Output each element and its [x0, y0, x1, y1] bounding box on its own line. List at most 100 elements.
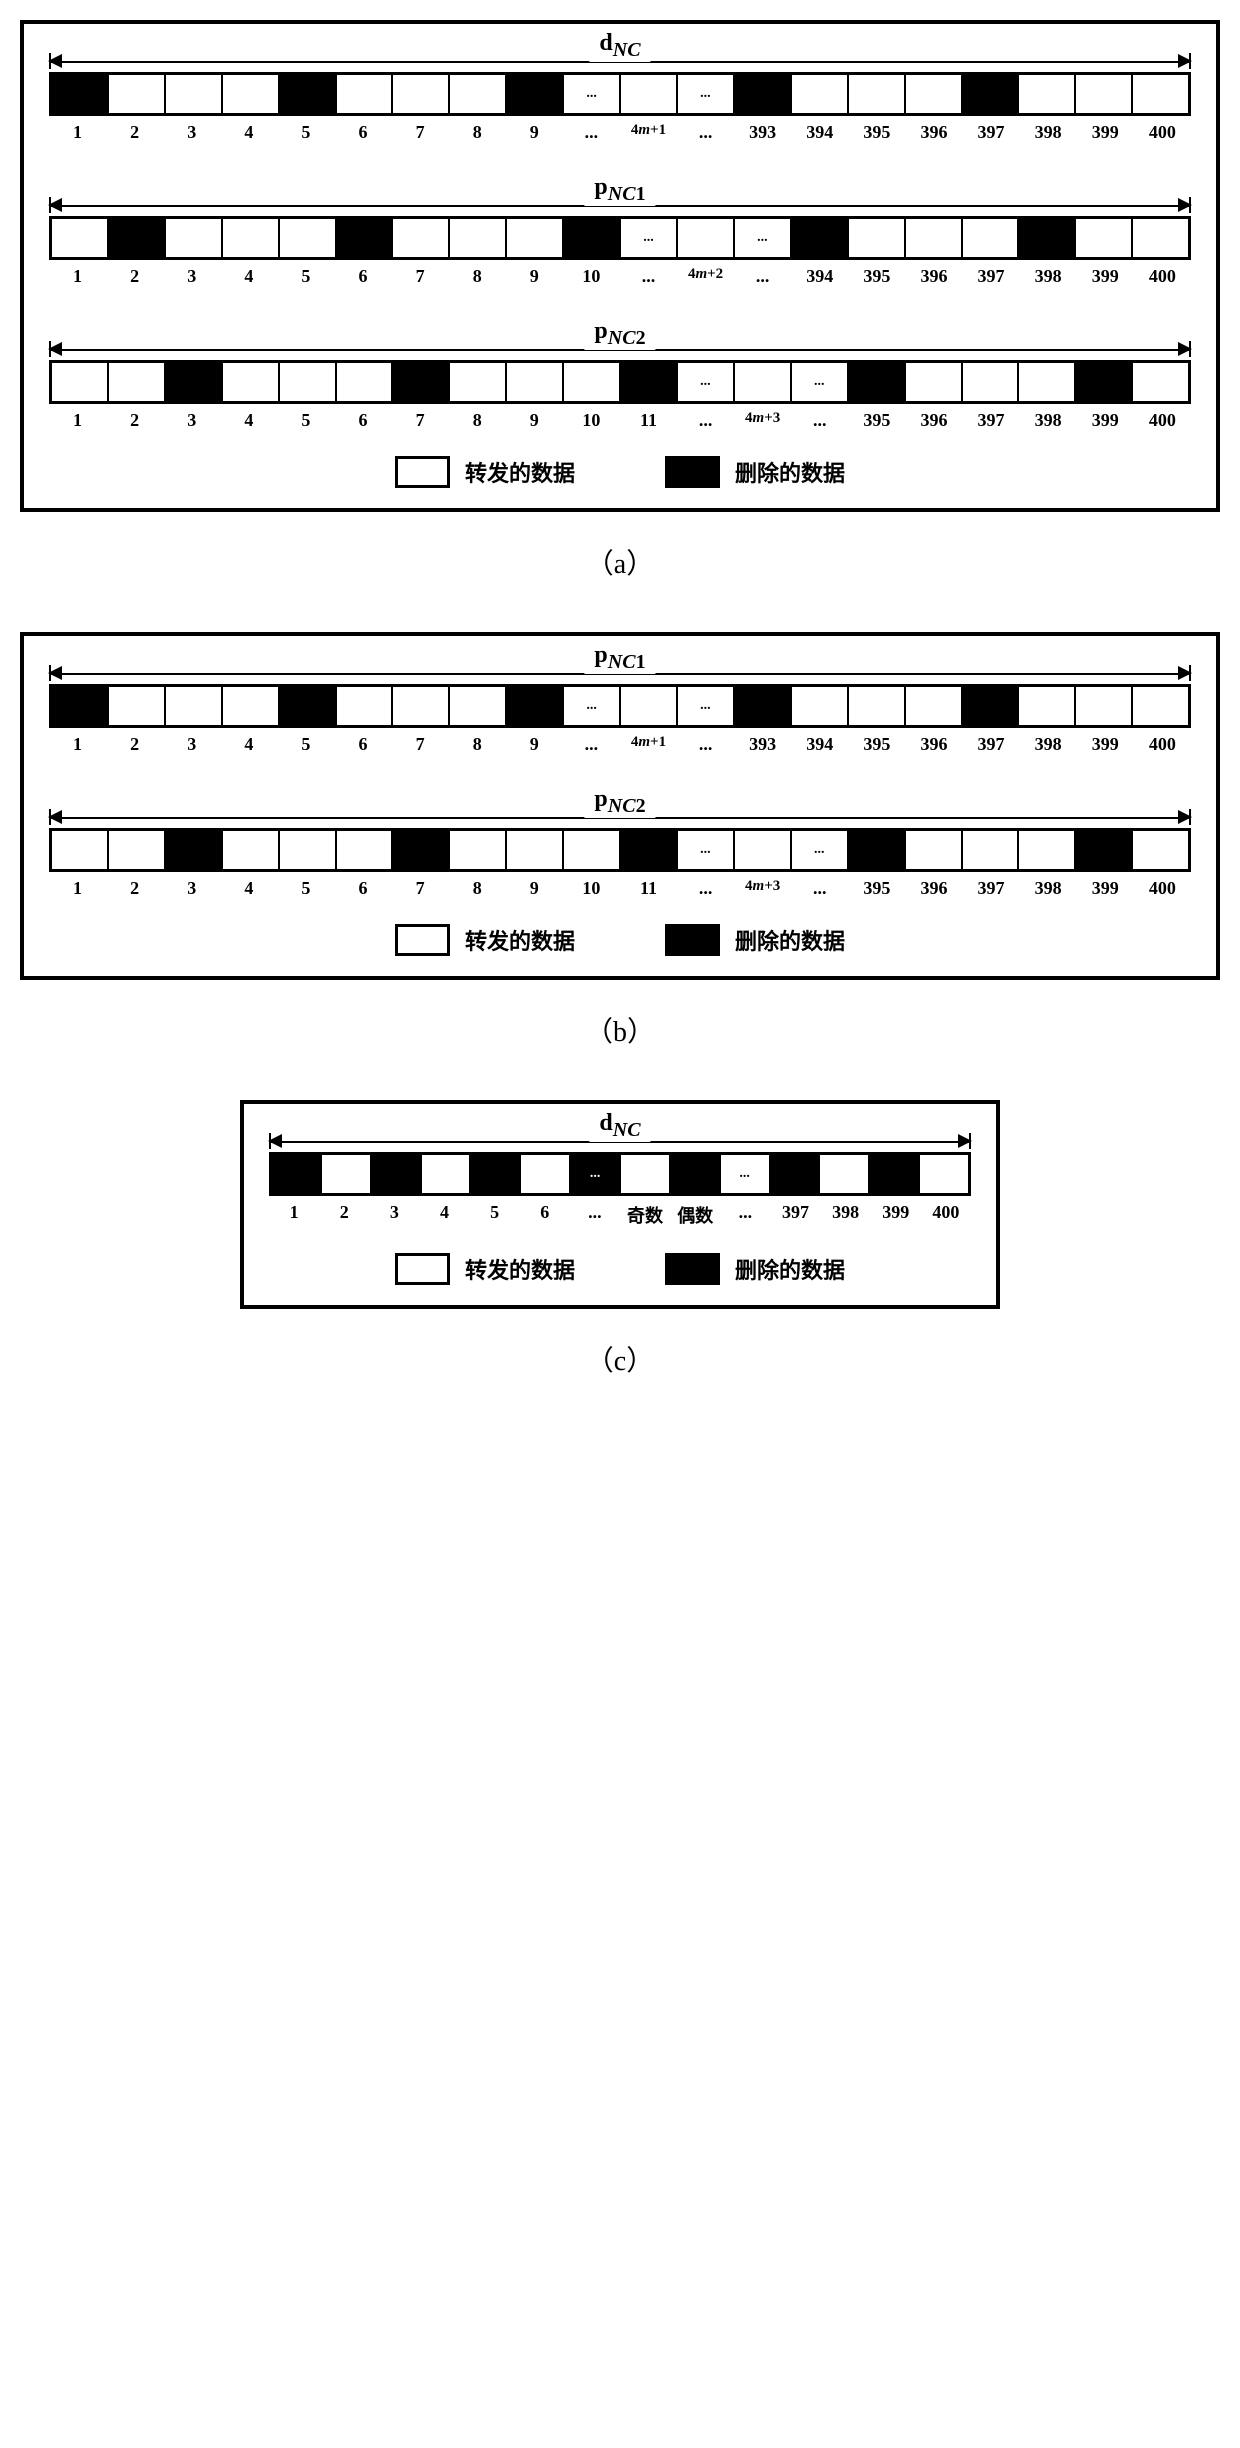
index-label: 3 [163, 122, 220, 143]
index-label: 偶数 [670, 1202, 720, 1228]
index-label: 393 [734, 734, 791, 755]
index-labels: 1234567891011...4m+3...39539639739839940… [49, 878, 1191, 899]
cell-forwarded [223, 831, 280, 869]
cell-deleted [621, 363, 678, 401]
cell-deleted [507, 687, 564, 725]
cell-deleted [372, 1155, 422, 1193]
index-label: 396 [905, 410, 962, 431]
cell-forwarded: ... [792, 363, 849, 401]
index-label: 399 [871, 1202, 921, 1228]
index-label: 398 [1020, 734, 1077, 755]
index-label: 399 [1077, 266, 1134, 287]
index-label: 394 [791, 734, 848, 755]
legend-white: 转发的数据 [395, 456, 575, 488]
legend-white-label: 转发的数据 [465, 456, 575, 488]
index-label: 9 [506, 122, 563, 143]
strip-block: pNC1......12345678910...4m+2...394395396… [49, 198, 1191, 287]
index-labels: 1234567891011...4m+3...39539639739839940… [49, 410, 1191, 431]
cell-deleted [792, 219, 849, 257]
index-label: 6 [334, 122, 391, 143]
index-label: 8 [449, 266, 506, 287]
cell-deleted [272, 1155, 322, 1193]
cell-forwarded [906, 219, 963, 257]
cell-deleted [621, 831, 678, 869]
index-label: 395 [848, 266, 905, 287]
index-label: 397 [963, 878, 1020, 899]
legend-white-label-c: 转发的数据 [465, 1253, 575, 1285]
cell-forwarded [735, 831, 792, 869]
cell-forwarded [223, 75, 280, 113]
index-label: 10 [563, 410, 620, 431]
index-label: 7 [392, 878, 449, 899]
index-label: 4 [220, 734, 277, 755]
cell-forwarded [1076, 75, 1133, 113]
cell-forwarded [521, 1155, 571, 1193]
index-label: 399 [1077, 122, 1134, 143]
index-label: 3 [163, 878, 220, 899]
legend-box-white-c [395, 1253, 450, 1285]
cell-forwarded [564, 363, 621, 401]
index-label: 395 [848, 734, 905, 755]
index-label: 6 [334, 410, 391, 431]
index-label: 9 [506, 410, 563, 431]
cell-forwarded [337, 687, 394, 725]
index-label: 398 [1020, 122, 1077, 143]
cell-forwarded [621, 1155, 671, 1193]
cell-deleted [166, 831, 223, 869]
index-label: 397 [963, 266, 1020, 287]
index-label: ... [563, 122, 620, 143]
cell-deleted [735, 75, 792, 113]
index-labels: 123456789...4m+1...393394395396397398399… [49, 734, 1191, 755]
cell-forwarded [109, 75, 166, 113]
index-labels: 123456789...4m+1...393394395396397398399… [49, 122, 1191, 143]
cell-deleted [735, 687, 792, 725]
index-label: ... [791, 410, 848, 431]
index-label: 398 [1020, 266, 1077, 287]
cell-forwarded [450, 75, 507, 113]
index-label: 2 [319, 1202, 369, 1228]
strip-title: pNC2 [584, 318, 655, 350]
index-label: 1 [49, 734, 106, 755]
index-label: 396 [905, 266, 962, 287]
index-label: 399 [1077, 878, 1134, 899]
cell-forwarded [792, 687, 849, 725]
cell-forwarded [906, 75, 963, 113]
cell-forwarded [450, 687, 507, 725]
cell-forwarded [906, 687, 963, 725]
index-label: 10 [563, 878, 620, 899]
cell-forwarded [849, 687, 906, 725]
index-label: 11 [620, 410, 677, 431]
cell-forwarded: ... [678, 687, 735, 725]
index-label: 397 [963, 410, 1020, 431]
index-label: 396 [905, 734, 962, 755]
cell-forwarded: ... [678, 831, 735, 869]
index-label: 9 [506, 878, 563, 899]
index-label: 398 [1020, 410, 1077, 431]
cell-forwarded [963, 831, 1020, 869]
legend-a: 转发的数据 删除的数据 [49, 456, 1191, 488]
strip-title: pNC1 [584, 174, 655, 206]
index-label: 6 [334, 734, 391, 755]
index-label: 395 [848, 878, 905, 899]
index-label: 394 [791, 122, 848, 143]
index-label: 9 [506, 266, 563, 287]
index-label: 2 [106, 410, 163, 431]
cell-forwarded [507, 831, 564, 869]
index-label: 6 [334, 878, 391, 899]
index-label: ... [620, 266, 677, 287]
index-label: 400 [1134, 266, 1191, 287]
index-label: 4m+2 [677, 266, 734, 287]
cell-forwarded [1019, 687, 1076, 725]
index-label: 400 [921, 1202, 971, 1228]
index-label: 6 [334, 266, 391, 287]
legend-box-white [395, 456, 450, 488]
cell-forwarded [678, 219, 735, 257]
cell-deleted [849, 363, 906, 401]
cell-deleted [963, 687, 1020, 725]
index-label: 397 [963, 734, 1020, 755]
cell-forwarded [920, 1155, 968, 1193]
strip-block: pNC1......123456789...4m+1...39339439539… [49, 666, 1191, 755]
cell-forwarded: ... [621, 219, 678, 257]
index-label: 4m+3 [734, 878, 791, 899]
index-label: 5 [277, 410, 334, 431]
